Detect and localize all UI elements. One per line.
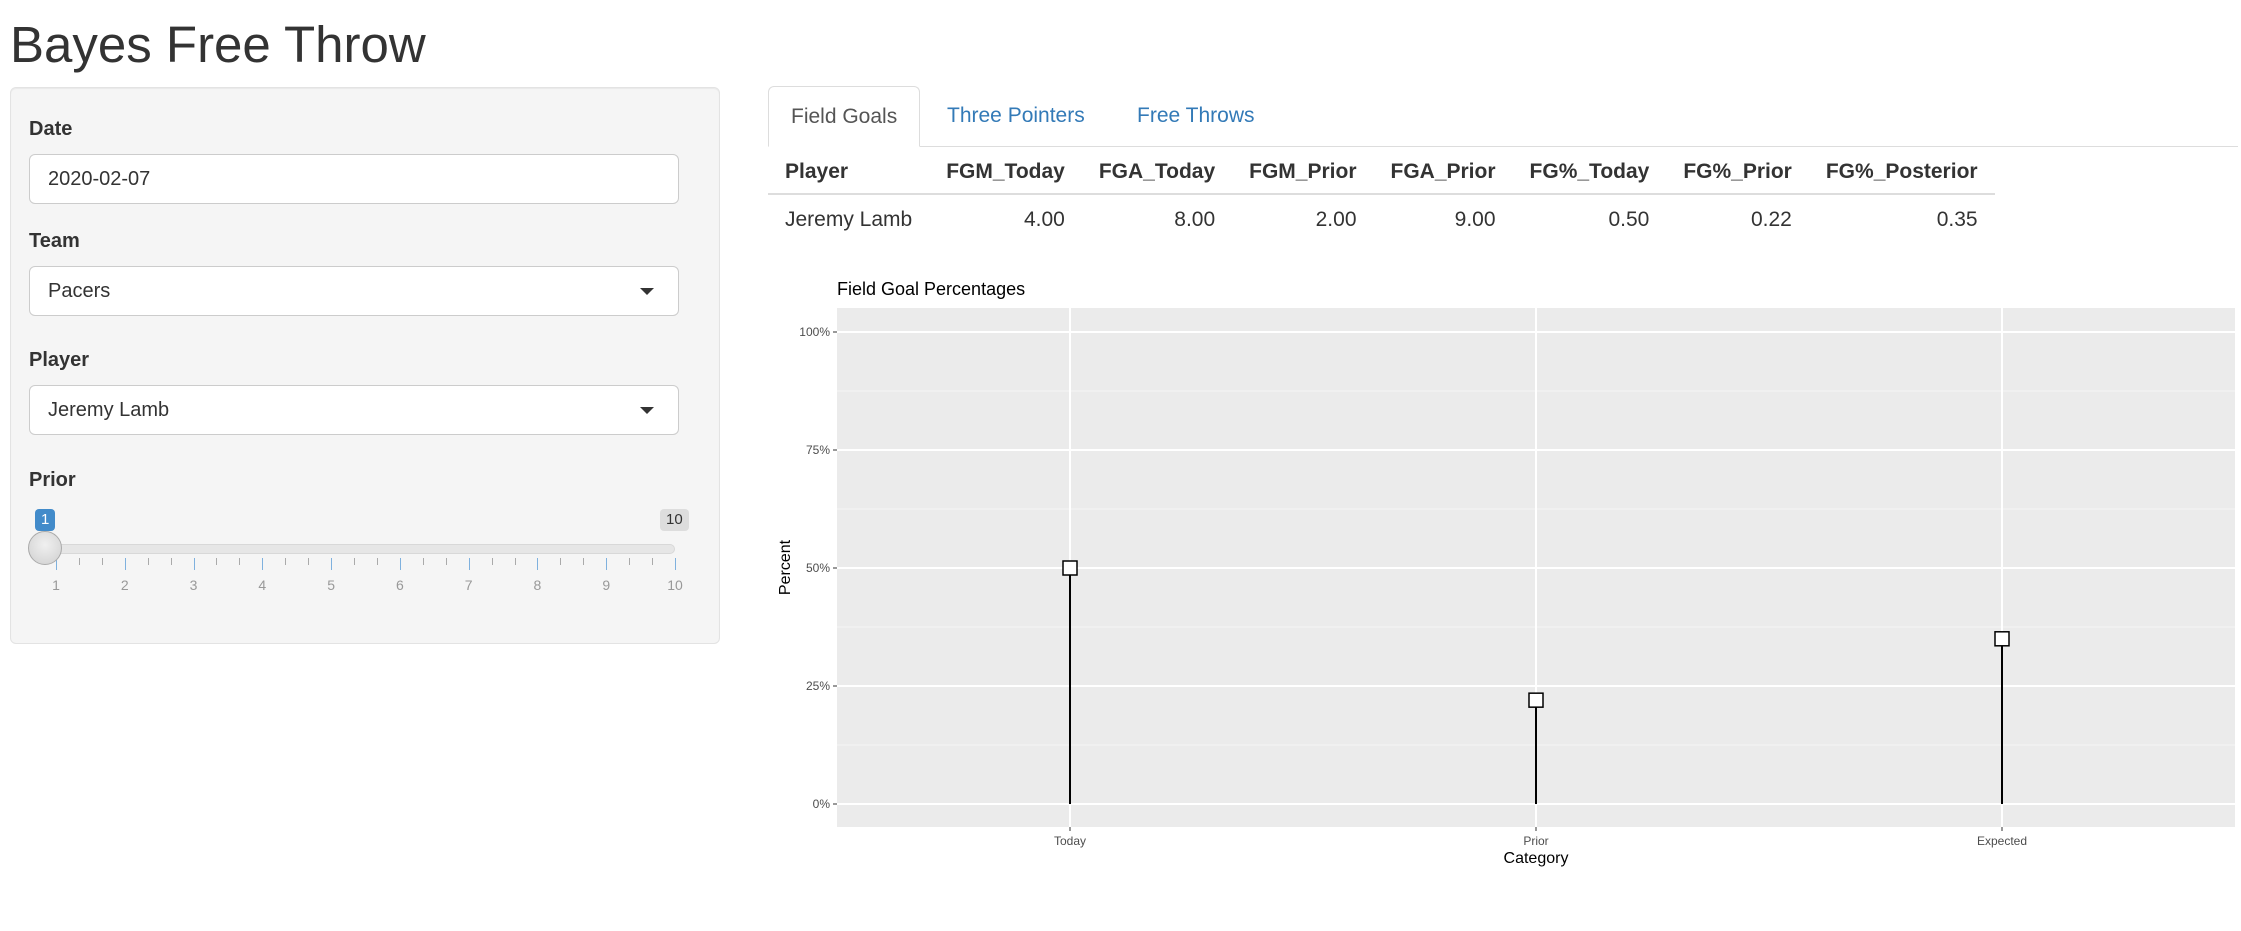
table-cell: 4.00: [1023, 208, 1065, 231]
slider-tick-label: 4: [258, 577, 267, 593]
slider-tick-label: 3: [189, 577, 198, 593]
slider-tick: [675, 558, 676, 570]
team-select-value: Pacers: [48, 280, 111, 302]
table-cell: 0.50: [1608, 208, 1650, 231]
column-header: Player: [768, 150, 930, 195]
x-tick-label: Today: [1054, 834, 1086, 848]
column-header: FGA_Prior: [1373, 150, 1513, 195]
stats-table: Player FGM_Today FGA_Today FGM_Prior FGA…: [768, 150, 1995, 245]
slider-tick-label: 8: [533, 577, 542, 593]
chevron-down-icon: [640, 407, 654, 414]
slider-tick-label: 1: [52, 577, 60, 593]
slider-minor-tick: [354, 558, 356, 565]
slider-tick-label: 10: [667, 577, 683, 593]
table-cell: 2.00: [1315, 208, 1357, 231]
data-point: [1994, 631, 2010, 647]
date-label: Date: [29, 118, 73, 140]
slider-minor-tick: [170, 558, 172, 565]
slider-tick: [399, 558, 401, 570]
tab-free-throws[interactable]: Free Throws: [1137, 104, 1255, 127]
y-tick-label: 100%: [799, 325, 830, 339]
table-cell: 9.00: [1454, 208, 1496, 231]
table-cell: 0.22: [1750, 208, 1792, 231]
slider-tick: [468, 558, 470, 570]
prior-slider[interactable]: 1 10 1 2 3 4 5 6 7 8 9 10: [0, 93, 720, 653]
slider-track[interactable]: [45, 544, 675, 554]
slider-minor-tick: [652, 558, 654, 565]
table-cell: 0.35: [1936, 208, 1978, 231]
y-tick-label: 50%: [806, 561, 830, 575]
tab-field-goals[interactable]: Field Goals: [768, 86, 921, 147]
slider-max-badge: 10: [660, 509, 689, 531]
tab-three-pointers[interactable]: Three Pointers: [947, 104, 1085, 127]
field-goal-chart: 0% 25% 50% 75% 100% Today Prior Expected Field G…: [777, 279, 2235, 867]
slider-tick-label: 9: [602, 577, 611, 593]
date-input[interactable]: 2020-02-07: [29, 154, 679, 204]
data-point: [1062, 560, 1078, 576]
table-cell: Jeremy Lamb: [785, 208, 913, 231]
y-tick-label: 0%: [813, 797, 831, 811]
x-tick-label: Expected: [1977, 834, 2027, 848]
app-title: Bayes Free Throw: [10, 16, 426, 73]
chevron-down-icon: [640, 288, 654, 295]
x-tick-label: Prior: [1523, 834, 1548, 848]
chart-title: Field Goal Percentages: [837, 279, 1025, 299]
slider-minor-tick: [216, 558, 218, 565]
table-cell: 8.00: [1174, 208, 1216, 231]
slider-minor-tick: [445, 558, 447, 565]
slider-minor-tick: [101, 558, 103, 565]
player-label: Player: [29, 349, 90, 371]
slider-tick: [56, 558, 57, 570]
slider-tick-label: 6: [395, 577, 404, 593]
slider-minor-tick: [376, 558, 378, 565]
slider-minor-tick: [78, 558, 80, 565]
y-axis-label: Percent: [777, 539, 794, 595]
slider-tick-label: 2: [120, 577, 129, 593]
y-tick-label: 25%: [806, 679, 830, 693]
column-header: FG%_Prior: [1666, 150, 1809, 195]
slider-tick: [331, 558, 333, 570]
column-header: FGM_Today: [929, 150, 1082, 195]
slider-tick: [537, 558, 539, 570]
table-row: Jeremy Lamb 4.00 8.00 2.00 9.00 0.50 0.2…: [768, 194, 1995, 245]
slider-tick: [193, 558, 195, 570]
slider-minor-tick: [422, 558, 424, 565]
table-header-row: Player FGM_Today FGA_Today FGM_Prior FGA…: [768, 150, 1995, 195]
column-header: FGA_Today: [1081, 150, 1233, 195]
player-select-value: Jeremy Lamb: [48, 399, 170, 421]
team-select[interactable]: Pacers: [29, 266, 679, 316]
player-select[interactable]: Jeremy Lamb: [29, 385, 679, 435]
slider-value-badge: 1: [35, 509, 56, 531]
slider-minor-tick: [285, 558, 287, 565]
slider-tick: [124, 558, 126, 570]
tab-bar: Field Goals Three Pointers Free Throws: [768, 86, 2238, 147]
slider-tick: [262, 558, 264, 570]
slider-tick-label: 5: [327, 577, 336, 593]
slider-minor-tick: [239, 558, 241, 565]
slider-tick-label: 7: [464, 577, 473, 593]
column-header: FGM_Prior: [1232, 150, 1374, 195]
column-header: FG%_Today: [1512, 150, 1667, 195]
slider-minor-tick: [560, 558, 562, 565]
slider-minor-tick: [308, 558, 310, 565]
x-axis-label: Category: [1504, 850, 1569, 867]
slider-tick: [606, 558, 608, 570]
prior-label: Prior: [29, 469, 76, 491]
slider-minor-tick: [147, 558, 149, 565]
y-tick-label: 75%: [806, 443, 830, 457]
data-point: [1528, 692, 1544, 708]
slider-minor-tick: [629, 558, 631, 565]
slider-minor-tick: [583, 558, 585, 565]
slider-handle[interactable]: [28, 531, 62, 565]
column-header: FG%_Posterior: [1808, 150, 1995, 195]
slider-minor-tick: [514, 558, 516, 565]
slider-minor-tick: [491, 558, 493, 565]
team-label: Team: [29, 230, 80, 252]
